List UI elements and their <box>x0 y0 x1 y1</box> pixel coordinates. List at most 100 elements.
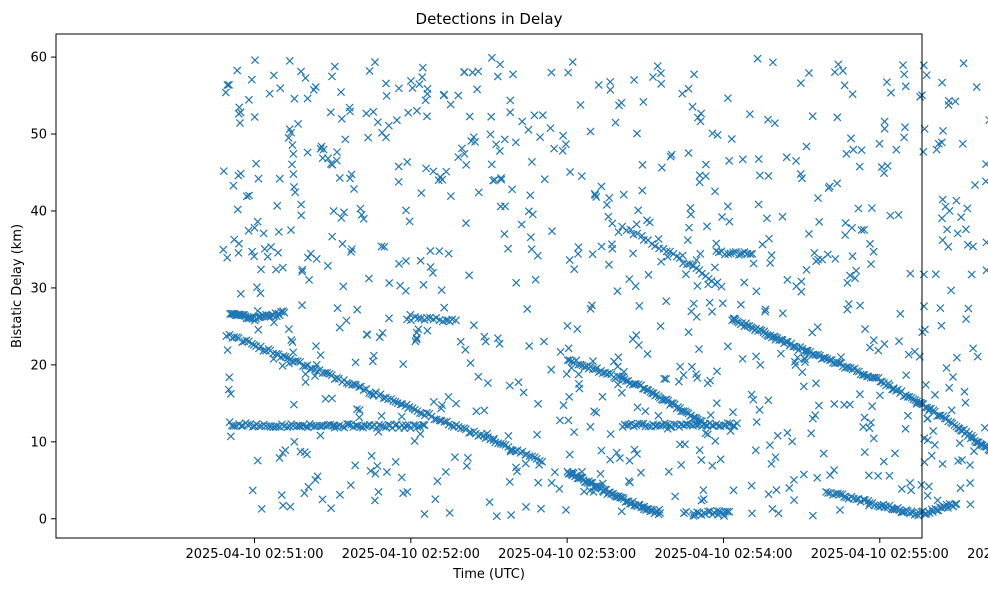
data-point <box>723 419 732 428</box>
data-point <box>897 484 906 494</box>
data-point <box>406 76 415 85</box>
data-point <box>833 113 842 122</box>
data-point <box>401 256 411 266</box>
data-point <box>765 441 774 450</box>
data-point <box>235 103 244 112</box>
data-point <box>905 392 914 401</box>
data-point <box>762 214 771 223</box>
data-point <box>505 477 514 486</box>
plot-frame <box>55 33 923 539</box>
data-point <box>300 448 309 457</box>
data-point <box>617 374 626 383</box>
data-point <box>480 332 489 341</box>
data-point <box>381 79 391 88</box>
data-point <box>944 100 953 110</box>
data-point <box>710 263 719 272</box>
data-point <box>466 358 475 368</box>
data-point <box>875 391 884 400</box>
data-point <box>312 254 321 263</box>
data-point <box>726 249 735 258</box>
data-point <box>256 265 266 274</box>
data-point <box>838 66 847 75</box>
data-point <box>776 349 785 358</box>
data-point <box>826 471 835 480</box>
data-point <box>864 471 873 480</box>
data-point <box>288 141 297 150</box>
data-point <box>635 301 644 310</box>
data-point <box>555 484 564 493</box>
data-point <box>850 274 860 283</box>
data-point <box>405 217 414 226</box>
data-point <box>389 396 398 406</box>
data-point <box>848 90 857 99</box>
data-point <box>377 242 386 251</box>
data-point <box>808 414 817 423</box>
data-point <box>937 214 947 223</box>
data-point <box>903 411 912 420</box>
data-point <box>625 275 634 284</box>
data-point <box>269 318 279 327</box>
data-point <box>224 385 233 394</box>
data-point <box>221 88 230 97</box>
data-point <box>865 424 874 433</box>
data-point <box>289 400 298 409</box>
data-point <box>384 314 394 323</box>
data-point <box>370 58 380 67</box>
data-point <box>830 68 839 77</box>
data-point <box>962 315 971 324</box>
data-point <box>880 169 889 178</box>
data-point <box>233 66 242 75</box>
data-point <box>274 227 283 236</box>
data-point <box>696 117 705 126</box>
data-point <box>774 509 783 518</box>
data-point <box>664 467 673 476</box>
data-point <box>638 160 647 169</box>
data-point <box>486 130 495 139</box>
data-point <box>444 316 453 325</box>
data-point <box>966 500 975 509</box>
data-point <box>412 106 421 115</box>
data-point <box>380 242 389 251</box>
data-point <box>226 432 235 441</box>
data-point <box>631 282 640 291</box>
data-point <box>858 370 867 379</box>
data-point <box>277 490 286 500</box>
data-point <box>857 225 866 235</box>
data-point <box>617 388 626 397</box>
data-point <box>406 310 415 319</box>
data-point <box>480 406 489 415</box>
data-point <box>492 512 501 521</box>
data-point <box>370 496 379 505</box>
data-point <box>666 152 675 161</box>
data-point <box>717 282 726 291</box>
data-point <box>269 354 278 363</box>
data-point <box>804 68 813 78</box>
data-point <box>656 322 665 331</box>
data-point <box>266 242 276 252</box>
data-point <box>429 397 438 406</box>
x-tick-label: 2025-04-10 02:53:00 <box>498 547 636 562</box>
data-point <box>252 159 261 168</box>
data-point <box>931 270 940 279</box>
data-point <box>959 59 968 68</box>
data-point <box>752 352 761 361</box>
x-axis-label: Time (UTC) <box>452 567 525 582</box>
data-point <box>335 421 344 430</box>
data-point <box>364 274 373 283</box>
y-axis-ticks: 0 10 20 30 40 50 60 <box>30 51 56 527</box>
data-point <box>489 434 498 443</box>
data-point <box>869 247 878 256</box>
data-point <box>613 362 622 371</box>
data-point <box>404 108 413 117</box>
data-point <box>686 203 695 212</box>
data-point <box>394 162 403 171</box>
data-point <box>952 499 961 508</box>
data-point <box>637 231 646 240</box>
data-point <box>756 360 765 369</box>
data-point <box>938 459 947 469</box>
data-point <box>711 436 720 446</box>
data-point <box>485 498 494 507</box>
data-point <box>951 500 960 509</box>
data-point <box>690 70 699 79</box>
data-point <box>606 85 615 94</box>
